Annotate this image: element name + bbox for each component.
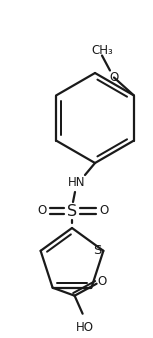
Text: CH₃: CH₃ (91, 44, 113, 57)
Text: S: S (93, 244, 102, 257)
Text: HO: HO (76, 321, 94, 334)
Text: O: O (37, 204, 47, 217)
Text: S: S (67, 203, 77, 218)
Text: O: O (109, 71, 119, 84)
Text: O: O (97, 275, 106, 288)
Text: HN: HN (68, 176, 86, 190)
Text: O: O (99, 204, 109, 217)
